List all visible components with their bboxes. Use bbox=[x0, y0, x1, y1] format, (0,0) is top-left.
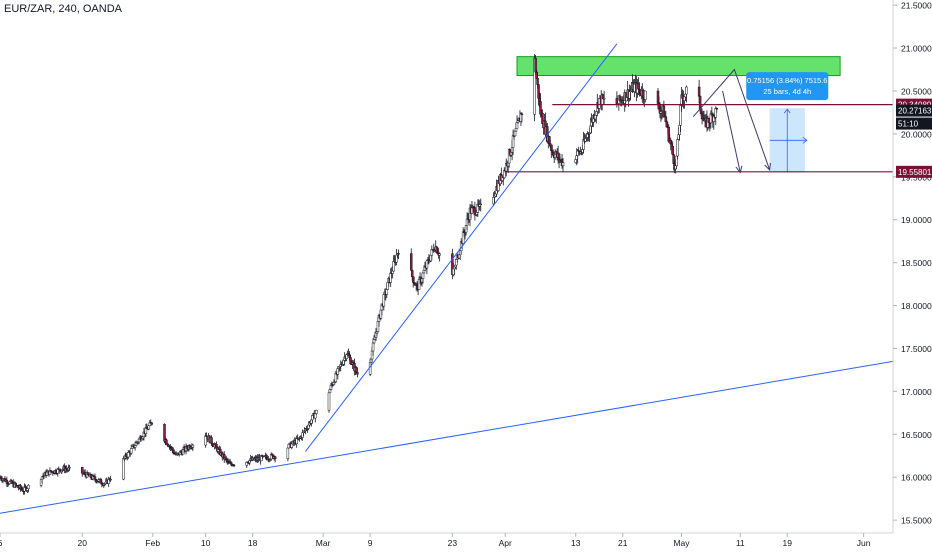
time-tick-label: Apr bbox=[499, 538, 512, 548]
price-tick-label: 16.00000 bbox=[901, 473, 932, 483]
candle-body[interactable] bbox=[421, 272, 425, 279]
price-tick-label: 17.50000 bbox=[901, 344, 932, 354]
candle-body[interactable] bbox=[410, 253, 413, 271]
time-tick-label: 9 bbox=[368, 538, 373, 548]
candle-body[interactable] bbox=[68, 466, 71, 469]
measure-label-line1: 0.75156 (3.84%) 7515.6 bbox=[747, 76, 827, 85]
price-axis[interactable]: 15.50000 16.00000 16.50000 17.00000 17.50000… bbox=[893, 1, 932, 526]
candle-body[interactable] bbox=[45, 471, 49, 476]
price-label-box bbox=[896, 165, 932, 178]
candle-body[interactable] bbox=[327, 392, 331, 411]
candle-body[interactable] bbox=[109, 478, 112, 481]
candle-body[interactable] bbox=[356, 371, 359, 375]
time-tick-label: 23 bbox=[448, 538, 458, 548]
price-label-text: 20.27163 bbox=[898, 107, 932, 116]
candle-body[interactable] bbox=[685, 86, 688, 95]
price-tick-label: 19.00000 bbox=[901, 215, 932, 225]
candle-body[interactable] bbox=[165, 439, 168, 445]
candle-body[interactable] bbox=[602, 98, 606, 100]
candle-body[interactable] bbox=[273, 456, 277, 459]
candle-body[interactable] bbox=[311, 415, 314, 421]
time-tick-label: 21 bbox=[618, 538, 628, 548]
price-tick-label: 18.00000 bbox=[901, 301, 932, 311]
time-tick-label: 20 bbox=[78, 538, 88, 548]
candle-body[interactable] bbox=[438, 253, 441, 256]
time-tick-label: 19 bbox=[783, 538, 793, 548]
symbol-title: EUR/ZAR, 240, OANDA bbox=[4, 3, 122, 15]
candle-body[interactable] bbox=[676, 139, 679, 157]
price-label-text: 51:10 bbox=[898, 120, 919, 129]
price-tick-label: 18.50000 bbox=[901, 258, 932, 268]
drawings-under bbox=[516, 56, 841, 173]
measure-label-line2: 25 bars, 4d 4h bbox=[763, 87, 811, 96]
time-tick-label: 18 bbox=[248, 538, 258, 548]
candle-body[interactable] bbox=[232, 464, 236, 467]
candle-body[interactable] bbox=[150, 422, 154, 425]
projection-arrow[interactable] bbox=[692, 68, 771, 171]
candle-body[interactable] bbox=[697, 86, 701, 97]
measure-arrow-head bbox=[802, 137, 808, 144]
time-tick-label: 11 bbox=[736, 538, 745, 548]
candle-body[interactable] bbox=[561, 162, 565, 167]
candle-body[interactable] bbox=[286, 447, 290, 459]
projection-arrow-head bbox=[764, 162, 771, 172]
time-tick-label: 10 bbox=[201, 538, 211, 548]
candle-body[interactable] bbox=[715, 108, 718, 110]
resistance-zone[interactable] bbox=[516, 56, 841, 77]
candle-body[interactable] bbox=[520, 113, 524, 115]
candle-body[interactable] bbox=[27, 484, 30, 489]
time-tick-label: Mar bbox=[316, 538, 331, 548]
candle-body[interactable] bbox=[191, 444, 195, 448]
steep-trendline[interactable] bbox=[305, 43, 618, 452]
candle-body[interactable] bbox=[315, 409, 318, 414]
candles[interactable] bbox=[0, 53, 718, 495]
price-label-box bbox=[896, 117, 932, 130]
price-tick-label: 21.00000 bbox=[901, 44, 932, 54]
measure-label-box bbox=[746, 72, 829, 101]
time-tick-label: 6 bbox=[0, 538, 3, 548]
price-label-box bbox=[896, 104, 932, 117]
candle-body[interactable] bbox=[129, 448, 133, 454]
drawings-over[interactable]: 0.75156 (3.84%) 7515.6 25 bars, 4d 4h bbox=[0, 43, 894, 514]
candle-body[interactable] bbox=[410, 270, 414, 278]
time-tick-label: May bbox=[673, 538, 690, 548]
candle-body[interactable] bbox=[137, 438, 141, 443]
projection-arrow-head bbox=[735, 165, 743, 174]
candle-body[interactable] bbox=[514, 128, 518, 132]
candle-body[interactable] bbox=[127, 451, 130, 458]
price-tick-label: 16.50000 bbox=[901, 430, 932, 440]
time-axis[interactable]: 6 20 Feb 10 18 Mar 9 23 Apr 13 21 May 11 19 Jun bbox=[0, 533, 871, 548]
time-tick-label: Jun bbox=[857, 538, 871, 548]
time-tick-label: Feb bbox=[145, 538, 160, 548]
price-tick-label: 20.00000 bbox=[901, 129, 932, 139]
price-tick-label: 21.50000 bbox=[901, 1, 932, 11]
candle-body[interactable] bbox=[122, 458, 125, 480]
time-tick-label: 13 bbox=[571, 538, 581, 548]
candle-body[interactable] bbox=[385, 289, 389, 295]
long-trendline[interactable] bbox=[0, 360, 894, 514]
candle-body[interactable] bbox=[671, 145, 674, 155]
price-tick-label: 20.50000 bbox=[901, 86, 932, 96]
price-tick-label: 17.00000 bbox=[901, 387, 932, 397]
price-tick-label: 15.50000 bbox=[901, 516, 932, 526]
candle-body[interactable] bbox=[479, 203, 483, 206]
candle-body[interactable] bbox=[133, 445, 137, 448]
candle-body[interactable] bbox=[644, 90, 647, 100]
measure-arrow-head bbox=[783, 108, 791, 114]
candle-body[interactable] bbox=[204, 435, 207, 446]
candle-body[interactable] bbox=[536, 78, 539, 85]
candle-body[interactable] bbox=[397, 253, 400, 255]
candle-body[interactable] bbox=[372, 339, 376, 344]
projection-arrow[interactable] bbox=[722, 90, 741, 173]
price-label-text: 19.55801 bbox=[898, 168, 932, 177]
